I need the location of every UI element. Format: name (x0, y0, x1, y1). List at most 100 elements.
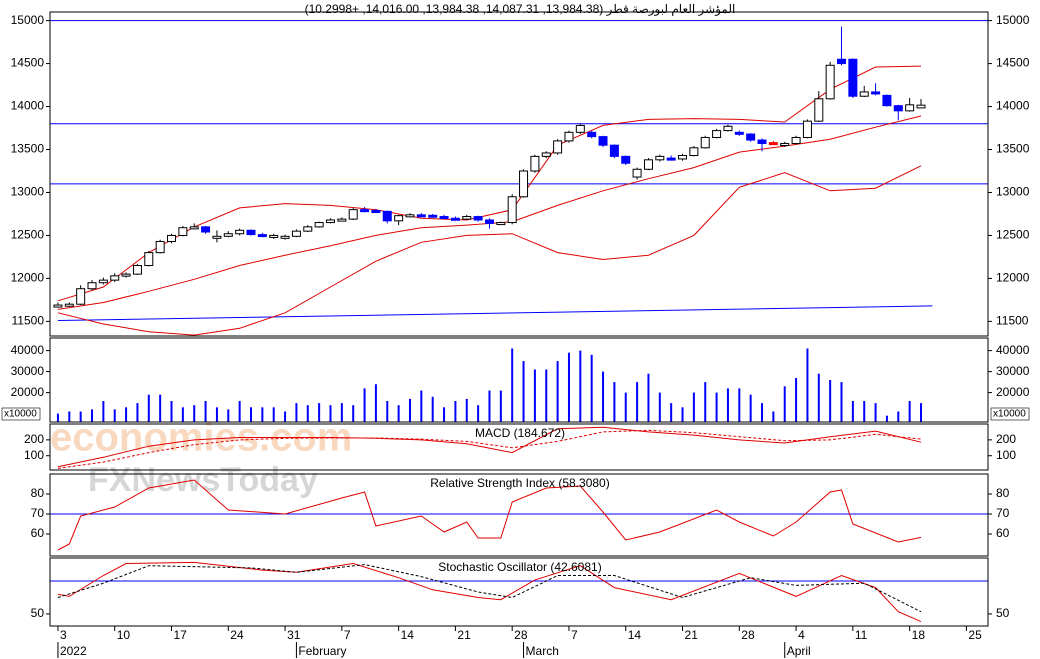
volume-bar (306, 405, 309, 422)
panel-frame (49, 473, 989, 557)
candle-body (496, 222, 506, 226)
volume-bar (408, 398, 411, 422)
volume-bar (136, 403, 139, 422)
volume-bar (113, 409, 116, 422)
volume-bar (79, 411, 82, 422)
volume-bar (352, 405, 355, 422)
volume-bar (545, 369, 548, 422)
candle-body (632, 168, 642, 178)
volume-bar (363, 388, 366, 422)
candle-body (666, 157, 676, 161)
candle-body (314, 222, 324, 228)
candle-body (575, 124, 585, 133)
x-tick-label: 7 (344, 628, 351, 642)
indicator-line (57, 479, 922, 551)
volume-bar (465, 398, 468, 422)
volume-bar (295, 403, 298, 422)
volume-bar (238, 401, 241, 422)
candle-body (450, 217, 460, 221)
candle-body (916, 104, 926, 109)
candle-body (734, 131, 744, 135)
y-tick-label: 100 (24, 448, 44, 462)
candle-body (814, 98, 824, 122)
y-tick-label: 11500 (12, 314, 45, 328)
panel-title: Stochastic Oscillator (42.6081) (438, 560, 601, 574)
x-tick-label: 7 (571, 628, 578, 642)
volume-bar (567, 352, 570, 422)
candle-body (905, 104, 915, 112)
y-tick-label: 14500 (996, 56, 1030, 70)
panel (50, 561, 988, 623)
candle-body (678, 155, 688, 160)
volume-bar (284, 411, 287, 422)
candle-body (337, 218, 347, 222)
x-tick-label: 28 (741, 628, 755, 642)
volume-bar (829, 380, 832, 422)
y-tick-label: 100 (996, 448, 1016, 462)
volume-bar (125, 407, 128, 422)
volume-bar (340, 403, 343, 422)
volume-bar (56, 413, 59, 422)
candle-body (223, 233, 233, 237)
volume-bar (726, 388, 729, 422)
panel-title: المؤشر العام لبورصة قطر (13,984.38, 14,0… (305, 2, 736, 16)
candle-body (564, 131, 574, 142)
volume-bar (772, 411, 775, 422)
candle-body (360, 209, 370, 213)
panel-frame (49, 337, 989, 423)
volume-bar (579, 350, 582, 422)
candle-body (235, 229, 245, 235)
volume-bar (488, 390, 491, 422)
candle-body (484, 219, 494, 224)
x-tick-label: 10 (117, 628, 131, 642)
y-tick-label: 200 (996, 432, 1016, 446)
x-tick-label: 21 (457, 628, 471, 642)
candle-body (655, 155, 665, 161)
x-tick-label: 24 (230, 628, 244, 642)
candle-body (541, 152, 551, 157)
y-tick-label: 15000 (996, 13, 1030, 27)
volume-bar (658, 392, 661, 422)
candle-body (859, 91, 869, 97)
volume-bar (159, 394, 162, 422)
x-tick-label: 28 (514, 628, 528, 642)
y-tick-label: 13000 (11, 185, 45, 199)
indicator-line (57, 305, 933, 321)
period-label: April (787, 644, 811, 658)
y-tick-label: 12000 (996, 271, 1030, 285)
volume-bar (806, 348, 809, 422)
volume-bar (329, 405, 332, 422)
panel (50, 20, 988, 336)
volume-bar (318, 403, 321, 422)
volume-bar (272, 407, 275, 422)
y-tick-label: 13500 (996, 142, 1030, 156)
candle-body (121, 273, 131, 277)
panel (57, 426, 922, 469)
x-tick-label: 3 (60, 628, 67, 642)
indicator-line (57, 429, 922, 469)
candle-body (768, 142, 778, 146)
volume-bar (874, 403, 877, 422)
candle-body (371, 210, 381, 214)
volume-bar (624, 392, 627, 422)
candle-body (53, 304, 63, 308)
volume-bar (102, 401, 105, 422)
candle-body (439, 216, 449, 220)
volume-bar (68, 411, 71, 422)
y-tick-label: 200 (24, 432, 44, 446)
y-tick-label: 30000 (996, 364, 1030, 378)
indicator-line (57, 564, 922, 613)
candle-body (246, 229, 256, 236)
candle-body (609, 144, 619, 157)
volume-bar (499, 390, 502, 422)
y-tick-label: 20000 (11, 385, 45, 399)
candle-body (723, 125, 733, 132)
candle-body (394, 215, 404, 222)
candle-body (848, 58, 858, 97)
y-tick-label: 11500 (996, 314, 1029, 328)
candle-body (291, 230, 301, 237)
candle-body (462, 216, 472, 220)
panel-frame (49, 423, 989, 471)
candle-body (802, 120, 812, 138)
volume-bar (454, 401, 457, 422)
